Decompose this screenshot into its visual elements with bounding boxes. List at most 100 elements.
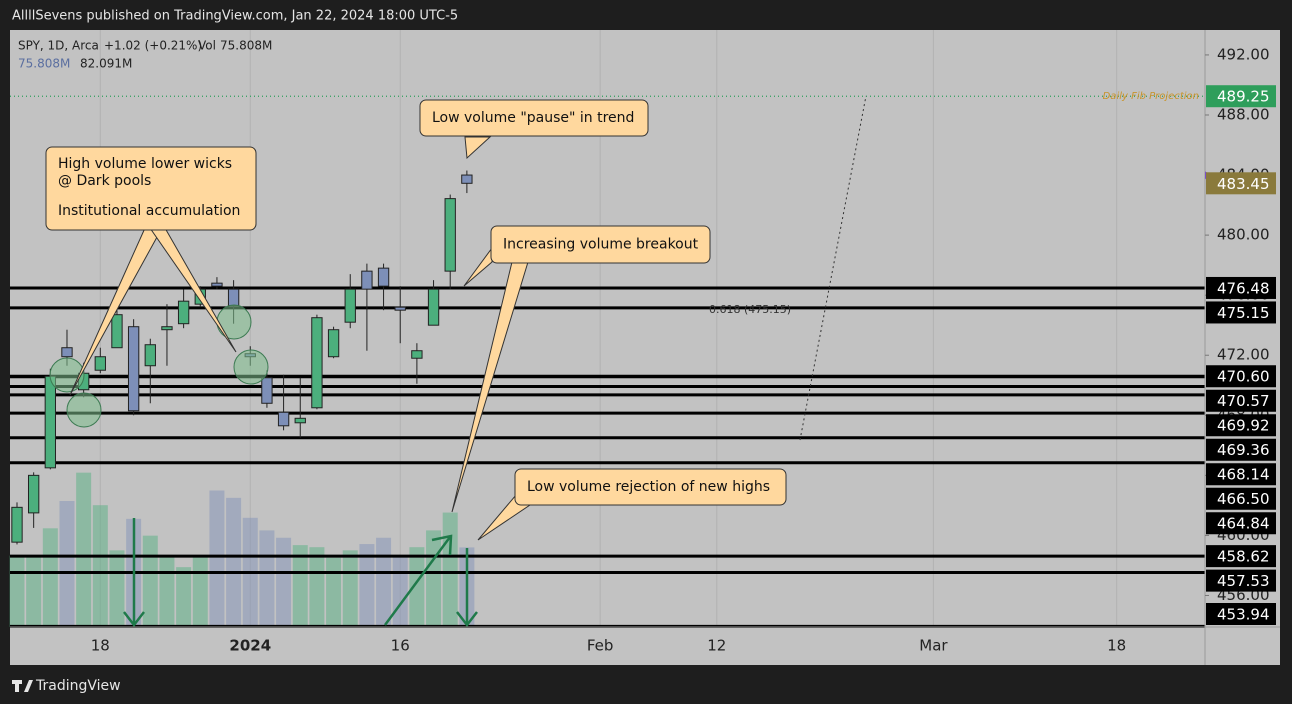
volume-bar bbox=[259, 530, 275, 627]
candle-body bbox=[277, 411, 290, 427]
y-tick-label: 472.00 bbox=[1217, 346, 1270, 364]
callout-text: Increasing volume breakout bbox=[503, 237, 699, 253]
volume-bar bbox=[109, 550, 125, 627]
level-label-bg bbox=[1206, 389, 1276, 412]
level-label: 458.62 bbox=[1217, 548, 1270, 566]
level-label: 469.36 bbox=[1217, 441, 1270, 459]
level-label: 466.50 bbox=[1217, 490, 1270, 508]
candle-body bbox=[11, 506, 23, 543]
level-label-bg bbox=[1206, 512, 1276, 535]
volume-bar bbox=[226, 497, 242, 627]
x-tick-label: Feb bbox=[587, 637, 614, 655]
candle-body bbox=[361, 270, 373, 290]
volume-bar bbox=[176, 567, 192, 627]
callout-text: Low volume rejection of new highs bbox=[527, 479, 770, 495]
change: +1.02 (+0.21%) bbox=[104, 39, 202, 53]
level-label-bg bbox=[1206, 276, 1276, 299]
x-tick-label: 2024 bbox=[229, 637, 271, 655]
circle bbox=[66, 392, 102, 428]
callout-text: Low volume "pause" in trend bbox=[432, 110, 634, 126]
candle-body bbox=[444, 198, 456, 272]
circle bbox=[233, 349, 269, 385]
volume-bar bbox=[209, 490, 225, 627]
circle bbox=[216, 304, 252, 340]
x-tick-label: 18 bbox=[1107, 637, 1126, 655]
level-label-bg bbox=[1206, 438, 1276, 461]
volume-bar bbox=[276, 537, 292, 627]
volume-last: 75.808M bbox=[220, 39, 272, 53]
volume-bar bbox=[359, 544, 375, 627]
volume-bar bbox=[192, 555, 208, 627]
volume-bar bbox=[9, 555, 25, 627]
legend: SPY, 1D, Arca +1.02 (+0.21%) Vol 75.808M… bbox=[18, 39, 272, 71]
fib-level-text: 0.618 (475.15) bbox=[709, 303, 791, 316]
candle-body bbox=[61, 347, 73, 358]
level-label-bg bbox=[1206, 365, 1276, 388]
callout-box bbox=[45, 146, 257, 231]
volume-bar bbox=[309, 547, 325, 627]
candle-body bbox=[377, 267, 390, 287]
volume-bar bbox=[292, 545, 308, 627]
candle-body bbox=[344, 288, 356, 323]
candle-body bbox=[227, 288, 240, 307]
candle-body bbox=[427, 288, 440, 326]
y-tick-label: 480.00 bbox=[1217, 226, 1270, 244]
candle-body bbox=[127, 326, 140, 412]
volume-bar bbox=[376, 537, 392, 627]
volume-bar bbox=[159, 556, 175, 627]
callouts: High volume lower wicks@ Dark pools Insti… bbox=[45, 99, 787, 506]
volume-bar bbox=[342, 550, 358, 627]
level-label: 457.53 bbox=[1217, 572, 1270, 590]
arrow-head bbox=[456, 611, 478, 628]
x-tick-label: 12 bbox=[707, 637, 726, 655]
axis-labels: 492.00488.00484.00480.00476.00472.00468.… bbox=[91, 45, 1276, 655]
callout-box bbox=[514, 468, 787, 506]
level-label-bg bbox=[1206, 463, 1276, 486]
level-label: 476.48 bbox=[1217, 279, 1270, 297]
callout-text: Institutional accumulation bbox=[58, 203, 240, 219]
candle-body bbox=[161, 326, 173, 331]
level-label-bg bbox=[1206, 301, 1276, 324]
volume-bar bbox=[26, 555, 42, 627]
arrows bbox=[123, 518, 478, 628]
level-label-bg bbox=[1206, 569, 1276, 592]
callout-tails bbox=[69, 136, 531, 541]
volume-bar bbox=[392, 555, 408, 627]
fib-name: Daily Fib Projection bbox=[1103, 91, 1199, 102]
arrow-head bbox=[431, 534, 453, 556]
last-price-bg bbox=[1206, 172, 1276, 195]
arrow-head bbox=[123, 611, 145, 628]
level-label: 469.92 bbox=[1217, 417, 1270, 435]
candle-body bbox=[144, 344, 156, 367]
volume-bar bbox=[409, 547, 425, 627]
candle-body bbox=[461, 174, 473, 184]
volume-bar bbox=[142, 535, 158, 627]
levels: 0.618 (475.15) Daily Fib Projection bbox=[10, 91, 1205, 628]
level-label: 453.94 bbox=[1217, 606, 1270, 624]
candle-body bbox=[211, 282, 223, 287]
footer: TradingView bbox=[35, 678, 121, 694]
candle-body bbox=[294, 417, 306, 424]
volume-bar bbox=[76, 472, 92, 627]
x-tick-label: Mar bbox=[919, 637, 948, 655]
candle-body bbox=[394, 306, 406, 311]
volume-bar bbox=[92, 505, 108, 627]
candle-body bbox=[327, 329, 340, 358]
candle-body bbox=[261, 377, 273, 404]
candle-body bbox=[311, 317, 323, 409]
volume-bar bbox=[326, 557, 342, 627]
callout-text: High volume lower wicks bbox=[58, 156, 232, 172]
volume-value: 75.808M bbox=[18, 57, 70, 71]
plot-background bbox=[10, 30, 1280, 665]
y-tick-label: 492.00 bbox=[1217, 45, 1270, 63]
candle-body bbox=[44, 375, 56, 469]
header: AllllSevens published on TradingView.com… bbox=[12, 9, 458, 24]
level-label: 468.14 bbox=[1217, 466, 1270, 484]
level-label-bg bbox=[1206, 487, 1276, 510]
fib-label-bg bbox=[1206, 85, 1276, 108]
projection-line bbox=[799, 95, 867, 441]
candle-body bbox=[111, 314, 123, 349]
candle-body bbox=[411, 350, 423, 359]
logo bbox=[12, 680, 33, 692]
